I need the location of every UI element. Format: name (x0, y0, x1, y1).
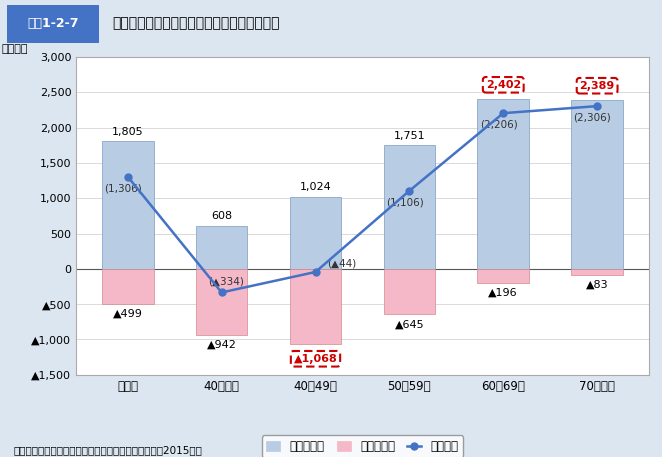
Text: (1,306): (1,306) (104, 183, 142, 193)
Text: 資料：総務省統計局「家計調査（二人以上世帯）」（2015年）: 資料：総務省統計局「家計調査（二人以上世帯）」（2015年） (13, 445, 202, 455)
Bar (196, 269, 248, 335)
Text: 1,024: 1,024 (300, 182, 332, 192)
Bar (102, 269, 154, 304)
Legend: 貯蓄現在高, 負債現在高, 純貯蓄額: 貯蓄現在高, 負債現在高, 純貯蓄額 (261, 436, 463, 457)
Text: (▲44): (▲44) (327, 259, 356, 269)
Bar (290, 269, 342, 344)
Text: ▲645: ▲645 (395, 319, 424, 329)
Bar (196, 226, 248, 269)
Text: ▲499: ▲499 (113, 309, 143, 319)
Text: 2,402: 2,402 (486, 80, 521, 90)
Text: ▲1,068: ▲1,068 (294, 354, 338, 364)
Bar (571, 269, 623, 275)
Text: 1,805: 1,805 (112, 127, 144, 137)
Text: (2,206): (2,206) (480, 120, 518, 129)
Text: 図表1-2-7: 図表1-2-7 (27, 16, 79, 30)
Text: (1,106): (1,106) (386, 197, 424, 207)
Bar (477, 269, 529, 283)
Bar (290, 197, 342, 269)
Bar (383, 145, 435, 269)
Text: ▲942: ▲942 (207, 340, 236, 350)
Bar (383, 269, 435, 314)
Text: (▲334): (▲334) (209, 276, 244, 286)
Bar (102, 142, 154, 269)
Text: 世帯主の年齢階級別に見た貯蓄・負債現在高: 世帯主の年齢階級別に見た貯蓄・負債現在高 (113, 16, 280, 30)
Text: ▲83: ▲83 (586, 280, 608, 289)
Text: 1,751: 1,751 (394, 131, 425, 140)
Bar (477, 99, 529, 269)
Text: （万円）: （万円） (2, 44, 28, 54)
Text: 608: 608 (211, 211, 232, 221)
FancyBboxPatch shape (7, 5, 99, 43)
Text: ▲196: ▲196 (489, 287, 518, 298)
Bar (571, 100, 623, 269)
Text: 2,389: 2,389 (579, 81, 615, 91)
Text: (2,306): (2,306) (573, 112, 611, 122)
